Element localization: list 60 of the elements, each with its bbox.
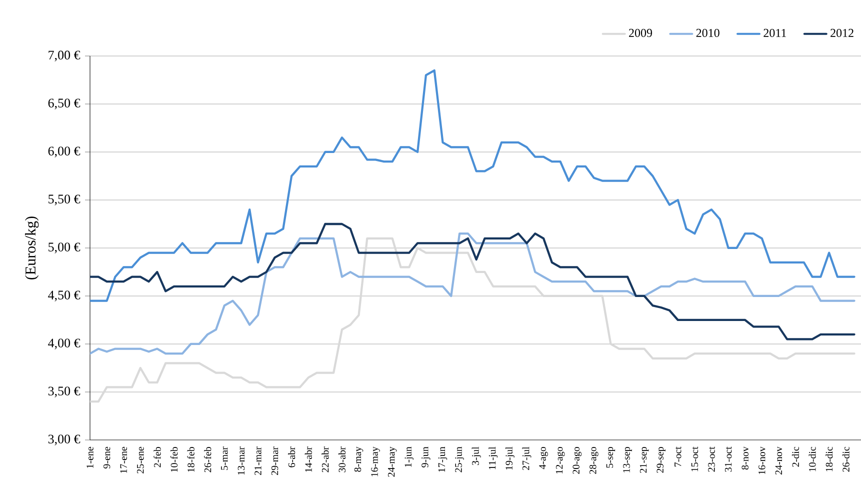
x-tick-label: 17-jun — [438, 446, 448, 472]
x-tick-label: 21-mar — [254, 446, 262, 476]
x-tick-label: 13-sep — [623, 446, 632, 472]
y-tick-label: 3,50 € — [48, 386, 80, 398]
legend-label: 2011 — [764, 28, 786, 38]
x-tick-label: 4-ago — [539, 446, 548, 470]
legend-label: 2012 — [830, 28, 854, 38]
x-tick-label: 18-dic — [826, 446, 833, 472]
x-tick-label: 2-feb — [154, 446, 161, 468]
x-tick-label: 20-ago — [572, 446, 582, 474]
x-tick-label: 7-oct — [674, 446, 682, 466]
x-tick-label: 27-jul — [522, 446, 532, 470]
y-tick-label: 5,50 € — [48, 194, 80, 206]
y-axis-title: (Euros/kg) — [25, 216, 39, 280]
x-tick-label: 5-mar — [221, 446, 228, 470]
y-tick-label: 7,00 € — [48, 50, 80, 62]
x-tick-label: 17-ene — [120, 446, 127, 473]
x-tick-label: 9-jun — [422, 446, 430, 468]
x-tick-label: 1-ene — [86, 446, 94, 468]
x-tick-label: 16-nov — [758, 446, 766, 474]
y-tick-label: 6,00 € — [48, 146, 80, 158]
x-tick-label: 5-sep — [606, 446, 616, 468]
x-tick-label: 11-jul — [488, 446, 498, 470]
y-tick-label: 4,50 € — [48, 290, 80, 302]
x-tick-label: 1-jun — [404, 446, 414, 467]
x-tick-label: 24-may — [388, 446, 397, 477]
y-tick-label: 4,00 € — [48, 338, 80, 350]
x-tick-label: 31-oct — [724, 446, 732, 472]
x-tick-label: 15-oct — [691, 446, 698, 472]
x-tick-label: 29-mar — [271, 446, 278, 476]
legend-label: 2010 — [696, 28, 720, 38]
x-tick-label: 18-feb — [187, 446, 194, 472]
x-tick-label: 22-abr — [322, 446, 329, 472]
x-tick-label: 8-may — [354, 446, 364, 472]
x-tick-label: 30-abr — [338, 446, 346, 472]
y-tick-label: 6,50 € — [48, 98, 80, 110]
x-tick-label: 10-feb — [170, 446, 178, 472]
x-tick-label: 21-sep — [640, 446, 649, 473]
x-tick-label: 25-jun — [455, 446, 464, 472]
x-tick-label: 29-sep — [656, 446, 666, 473]
x-tick-label: 19-jul — [505, 446, 514, 470]
x-tick-label: 3-jul — [472, 446, 481, 465]
x-tick-label: 13-mar — [238, 446, 245, 475]
legend-label: 2009 — [629, 28, 652, 38]
x-tick-label: 25-ene — [137, 446, 144, 474]
x-tick-label: 24-nov — [775, 446, 782, 474]
x-tick-label: 12-ago — [556, 446, 565, 474]
x-tick-label: 14-abr — [304, 446, 312, 472]
y-tick-label: 5,00 € — [48, 242, 80, 254]
x-tick-label: 10-dic — [808, 446, 816, 472]
x-tick-label: 28-ago — [590, 446, 598, 474]
x-tick-label: 8-nov — [742, 446, 748, 470]
x-tick-label: 2-dic — [792, 446, 800, 467]
x-tick-label: 26-feb — [204, 446, 212, 472]
x-tick-label: 26-dic — [842, 446, 850, 472]
x-tick-label: 9-ene — [103, 446, 110, 468]
x-tick-label: 23-oct — [708, 446, 715, 472]
x-tick-label: 6-abr — [288, 446, 296, 468]
x-tick-label: 16-may — [371, 446, 380, 476]
y-tick-label: 3,00 € — [48, 434, 80, 446]
